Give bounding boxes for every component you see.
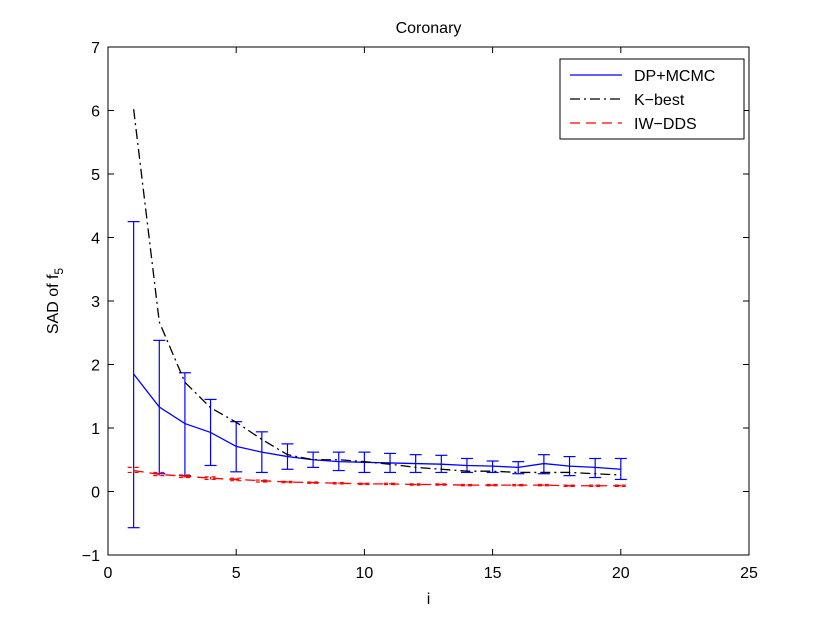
x-axis-label: i	[427, 591, 431, 608]
y-axis-label-main: SAD of f	[45, 274, 62, 334]
legend-label-dp-mcmc: DP+MCMC	[634, 68, 715, 85]
chart-title: Coronary	[396, 20, 462, 37]
x-tick-label: 25	[740, 565, 758, 582]
y-tick-label: −1	[82, 548, 100, 565]
y-tick-label: 0	[91, 485, 100, 502]
y-tick-label: 3	[91, 294, 100, 311]
plot-series	[127, 109, 627, 529]
x-tick-label: 20	[612, 565, 630, 582]
y-axis-label-subscript: 5	[52, 268, 66, 275]
y-axis-label: SAD of f5	[45, 268, 66, 335]
y-tick-label: 5	[91, 167, 100, 184]
x-tick-label: 0	[104, 565, 113, 582]
legend: DP+MCMC K−best IW−DDS	[559, 58, 745, 140]
y-tick-label: 2	[91, 358, 100, 375]
x-tick-label: 15	[484, 565, 502, 582]
x-tick-label: 5	[232, 565, 241, 582]
legend-label-k-best: K−best	[634, 92, 685, 109]
legend-label-iw-dds: IW−DDS	[634, 116, 697, 133]
y-tick-label: 1	[91, 421, 100, 438]
series-line-iw-dds	[133, 469, 621, 487]
series-line-dp-mcmc	[133, 373, 621, 470]
series-line-k-best	[132, 109, 621, 476]
y-tick-label: 4	[91, 231, 100, 248]
x-tick-label: 10	[356, 565, 374, 582]
y-tick-label: 6	[91, 104, 100, 121]
axes-frame	[107, 46, 750, 556]
y-tick-label: 7	[91, 40, 100, 57]
